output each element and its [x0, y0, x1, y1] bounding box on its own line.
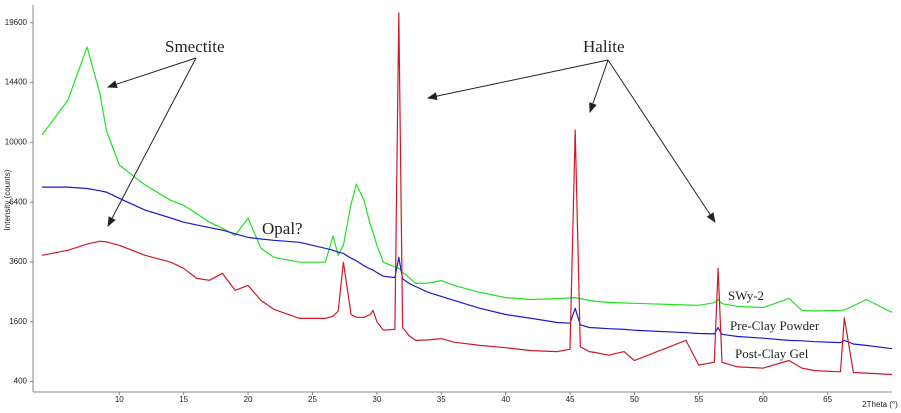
series-label: Post-Clay Gel [735, 346, 809, 361]
series-line [41, 46, 893, 313]
annotation: Smectite [165, 37, 224, 56]
x-tick-label: 60 [759, 395, 768, 404]
y-tick-label: 14400 [5, 78, 28, 87]
series-label: Pre-Clay Powder [730, 318, 820, 333]
x-tick-label: 55 [694, 395, 703, 404]
annotation: Opal? [262, 219, 303, 238]
series-line [41, 12, 893, 376]
annotation: Halite [583, 37, 625, 56]
y-tick-label: 3600 [9, 257, 27, 266]
x-tick-label: 65 [823, 395, 832, 404]
x-tick-label: 35 [437, 395, 446, 404]
plot-area [41, 12, 893, 376]
x-tick-label: 25 [308, 395, 317, 404]
y-tick-label: 6400 [9, 197, 27, 206]
arrow [607, 59, 716, 223]
x-tick-label: 45 [566, 395, 575, 404]
x-tick-label: 40 [501, 395, 510, 404]
arrow [107, 57, 197, 227]
x-tick-label: 30 [372, 395, 381, 404]
x-tick-label: 10 [115, 395, 124, 404]
series-label: SWy-2 [728, 288, 764, 303]
arrow [427, 59, 609, 101]
arrow [589, 59, 609, 113]
y-tick-label: 10000 [5, 137, 28, 146]
arrow [107, 57, 197, 88]
y-axis-label: Intensity (counts) [3, 169, 12, 230]
y-tick-label: 400 [14, 377, 28, 386]
x-tick-label: 20 [244, 395, 253, 404]
x-tick-label: 50 [630, 395, 639, 404]
y-tick-label: 19600 [5, 18, 28, 27]
x-tick-label: 15 [179, 395, 188, 404]
y-tick-label: 1600 [9, 317, 27, 326]
x-axis-label: 2Theta (°) [862, 400, 898, 409]
